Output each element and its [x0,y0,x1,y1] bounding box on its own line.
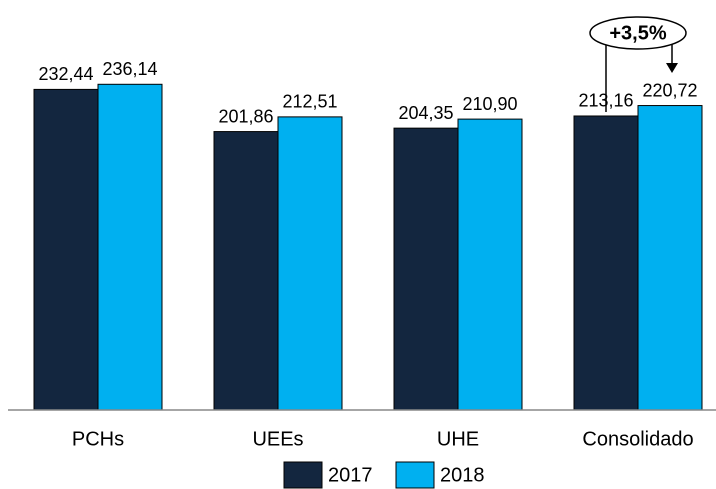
x-tick-label: Consolidado [582,428,693,450]
value-label: 232,44 [38,64,93,84]
value-label: 210,90 [462,94,517,114]
bar [637,105,703,411]
legend-swatch [395,461,435,489]
bar [457,118,523,411]
legend-label: 2018 [440,464,485,486]
annotation-arrowhead [666,63,678,73]
value-label: 212,51 [282,92,337,112]
annotation-ellipse [589,16,687,50]
x-tick-label: UEEs [252,428,303,450]
value-label: 236,14 [102,59,157,79]
bar [393,127,459,411]
annotation: +3,5% [609,22,666,44]
bar [573,115,639,411]
bar [33,88,99,411]
x-tick-label: PCHs [72,428,124,450]
x-tick-label: UHE [437,428,479,450]
value-label: 204,35 [398,103,453,123]
legend-swatch [283,461,323,489]
legend-label: 2017 [328,464,373,486]
value-label: 220,72 [642,80,697,100]
bar [277,116,343,411]
bar [213,131,279,411]
value-label: 201,86 [218,106,273,126]
bar [97,83,163,411]
